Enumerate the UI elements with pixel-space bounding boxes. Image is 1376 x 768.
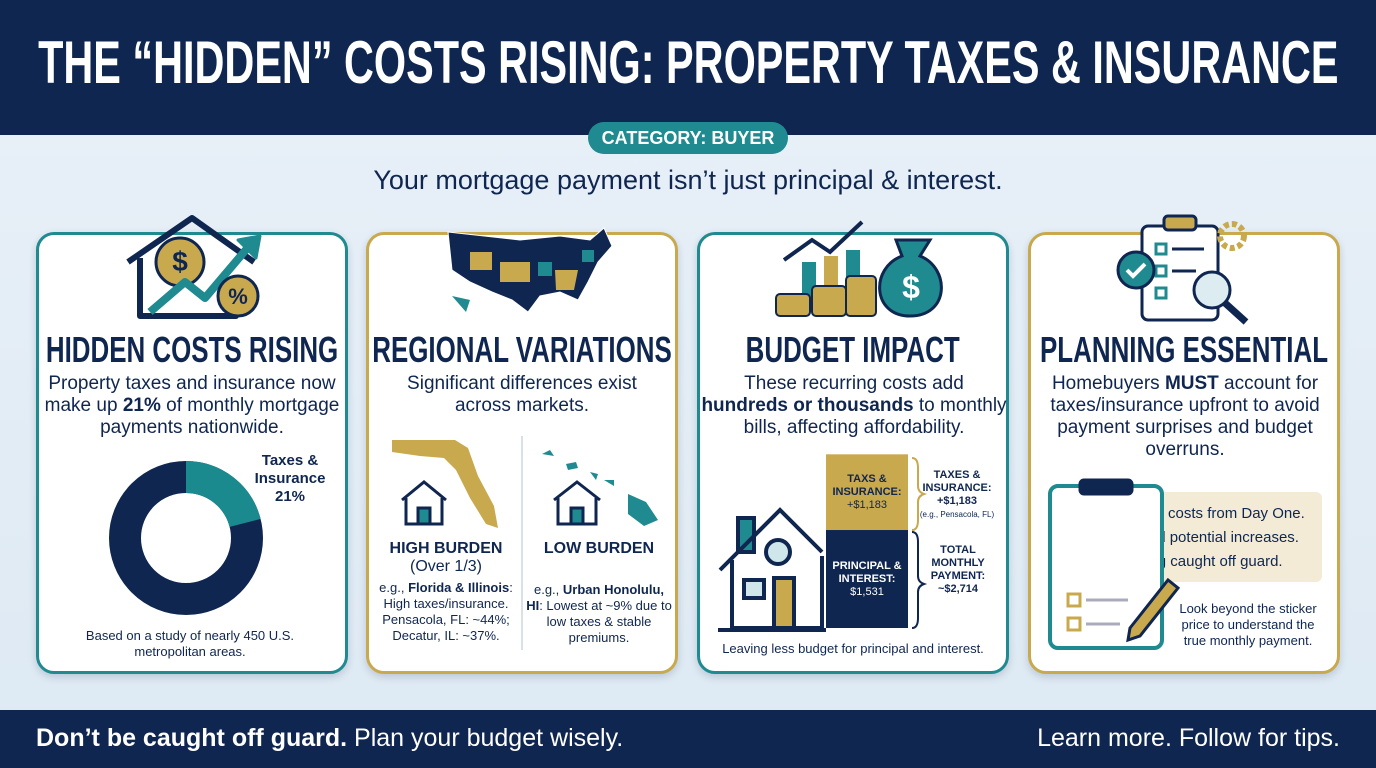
check-icon: [1066, 529, 1082, 545]
title: THE “HIDDEN” COSTS RISING: PROPERTY TAXE…: [37, 28, 1339, 96]
card-text: Property taxes and insurance now make up…: [44, 373, 340, 439]
donut-label-text: Taxes & Insurance: [254, 452, 326, 487]
bar-segment-value: +$1,183: [846, 498, 888, 511]
note: Based on a study of nearly 450 U.S. metr…: [85, 628, 295, 659]
card-text: Significant differences exist across mar…: [400, 373, 644, 417]
text: e.g.,: [379, 580, 409, 595]
checklist-text: Avoid being caught off guard.: [1088, 552, 1283, 570]
checklist-item: Avoid being caught off guard.: [1066, 549, 1322, 573]
text-bold: 21%: [122, 395, 161, 416]
header-bar: [0, 0, 1376, 135]
text-bold: Urban Honolulu, HI: [526, 582, 665, 613]
side-taxes-label: TAXES & INSURANCE:: [922, 469, 992, 494]
card-text: Homebuyers MUST account for taxes/insura…: [1046, 373, 1324, 461]
note: Leaving less budget for principal and in…: [722, 641, 984, 656]
text: : Lowest at ~9% due to low taxes & stabl…: [539, 598, 672, 645]
side-total-value: ~$2,714: [937, 583, 979, 595]
side-taxes-example: (e.g., Pensacola, FL): [919, 510, 995, 519]
note: Look beyond the sticker price to underst…: [1179, 601, 1317, 648]
check-icon: [1066, 505, 1082, 521]
card-title-wrap: BUDGET IMPACT: [697, 328, 1009, 372]
checklist-text: Account for costs from Day One.: [1088, 504, 1305, 522]
low-title: LOW BURDEN: [543, 540, 655, 557]
bar-segment-name: TAXS & INSURANCE:: [832, 472, 902, 498]
text: to monthly bills, affecting affordabilit…: [743, 395, 1007, 438]
side-total-label: TOTAL MONTHLY PAYMENT:: [930, 544, 986, 582]
side-taxes-value: +$1,183: [936, 495, 978, 507]
text-bold: hundreds or thousands: [701, 395, 914, 416]
subtitle: Your mortgage payment isn’t just princip…: [373, 165, 1003, 195]
checklist-item: Understand potential increases.: [1066, 525, 1322, 549]
high-subtitle: (Over 1/3): [409, 558, 482, 575]
text: Property taxes and insurance now make up: [44, 373, 336, 416]
high-title: HIGH BURDEN: [389, 540, 503, 557]
bar-segment-label: PRINCIPAL & INTEREST: $1,531: [826, 530, 908, 628]
card-title: REGIONAL VARIATIONS: [372, 329, 672, 370]
donut-label: Taxes & Insurance 21%: [240, 452, 340, 506]
text: account for taxes/insurance upfront to a…: [1050, 373, 1320, 460]
card-title: PLANNING ESSENTIAL: [1039, 329, 1329, 370]
text: e.g.,: [533, 582, 563, 597]
text-bold: Florida & Illinois: [408, 580, 510, 595]
high-text: e.g., Florida & Illinois: High taxes/ins…: [372, 580, 520, 644]
checklist: Account for costs from Day One. Understan…: [1066, 501, 1322, 573]
card-title-wrap: PLANNING ESSENTIAL: [1028, 328, 1340, 372]
checklist-item: Account for costs from Day One.: [1066, 501, 1322, 525]
text: : High taxes/insurance. Pensacola, FL: ~…: [382, 580, 513, 643]
category-pill: CATEGORY: BUYER: [588, 122, 788, 154]
low-text: e.g., Urban Honolulu, HI: Lowest at ~9% …: [526, 582, 672, 646]
text: of monthly mortgage payments nationwide.: [100, 395, 340, 438]
bar-segment-name: PRINCIPAL & INTEREST:: [832, 559, 902, 585]
card-title-wrap: REGIONAL VARIATIONS: [366, 328, 678, 372]
card-text: These recurring costs add hundreds or th…: [700, 373, 1008, 439]
footer-bar: [0, 710, 1376, 768]
check-icon: [1066, 553, 1082, 569]
bar-segment-label: TAXS & INSURANCE: +$1,183: [826, 454, 908, 530]
donut-value-label: 21%: [274, 488, 306, 505]
high-block: HIGH BURDEN (Over 1/3) e.g., Florida & I…: [372, 540, 520, 644]
card-title: BUDGET IMPACT: [745, 329, 961, 370]
text: Homebuyers: [1051, 373, 1165, 394]
text: These recurring costs add: [744, 373, 964, 394]
card-title: HIDDEN COSTS RISING: [45, 329, 339, 370]
text: Significant differences exist across mar…: [407, 373, 637, 416]
text-bold: MUST: [1164, 373, 1219, 394]
footer-left: Don’t be caught off guard. Plan your bud…: [36, 724, 623, 753]
checklist-text: Understand potential increases.: [1088, 528, 1299, 546]
footer-text: Plan your budget wisely.: [347, 724, 624, 752]
title-wrap: THE “HIDDEN” COSTS RISING: PROPERTY TAXE…: [0, 20, 1376, 104]
category: CATEGORY: BUYER: [601, 127, 775, 148]
footer-bold: Don’t be caught off guard.: [36, 724, 348, 752]
side-total: TOTAL MONTHLY PAYMENT: ~$2,714: [922, 544, 994, 596]
footer-right: Learn more. Follow for tips.: [1037, 724, 1340, 752]
bar-segment-value: $1,531: [850, 585, 884, 598]
card-title-wrap: HIDDEN COSTS RISING: [36, 328, 348, 372]
side-taxes: TAXES & INSURANCE: +$1,183 (e.g., Pensac…: [916, 469, 998, 521]
low-block: LOW BURDEN e.g., Urban Honolulu, HI: Low…: [526, 540, 672, 646]
